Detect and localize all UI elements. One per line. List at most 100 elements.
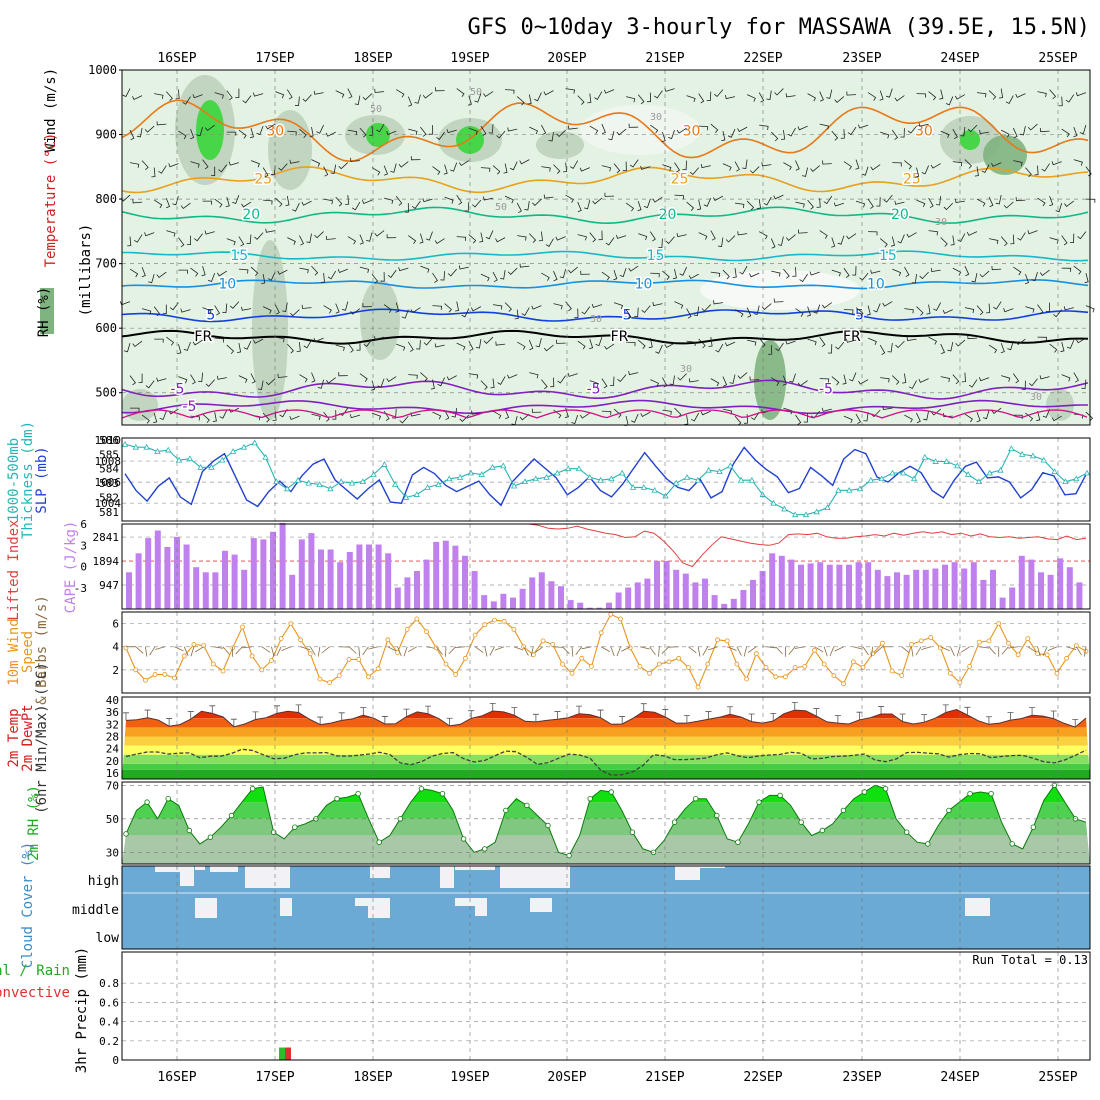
wind-barb [759, 231, 768, 240]
wind-barb [577, 95, 585, 105]
cloud-high [180, 866, 194, 886]
wind-barb [734, 161, 740, 172]
wind-barb [287, 343, 294, 354]
wind-speed-marker [239, 624, 245, 630]
rh-marker [819, 827, 825, 834]
cape-bar [337, 562, 344, 609]
wind-barb [915, 646, 922, 656]
rh-shade [360, 280, 400, 360]
wind-barb [601, 410, 612, 416]
panel-frame [121, 611, 1091, 694]
rh-label: 30 [1030, 392, 1042, 403]
thickness-marker [867, 476, 874, 483]
minmax-bar [511, 707, 518, 716]
wind-barb [287, 130, 297, 136]
panel-frame [121, 523, 1091, 610]
wind-speed-marker [365, 674, 371, 680]
thickness-marker [619, 469, 626, 476]
minmax-bar [360, 707, 367, 716]
wind-barb [710, 378, 720, 387]
wind-barb [1051, 415, 1062, 422]
wind-barb [721, 131, 726, 142]
cloud-high [675, 866, 700, 880]
wind-barb [1036, 410, 1041, 422]
wind-barb [432, 305, 442, 310]
wind-barb [471, 410, 481, 415]
wind-speed-marker [336, 673, 342, 678]
ytick-wind: 6 [112, 618, 119, 631]
minmax-bar [295, 704, 302, 713]
wind-speed-marker [686, 665, 691, 670]
isotherm-label: 10 [867, 276, 885, 292]
wind-barb [613, 408, 622, 418]
wind-barb [435, 87, 445, 92]
wind-barb [853, 646, 864, 650]
wind-barb [216, 270, 228, 277]
wind-barb [541, 166, 551, 172]
wind-barb [464, 202, 470, 212]
wind-barb [742, 159, 748, 169]
temp-band [122, 763, 1090, 770]
wind-barb [166, 230, 176, 237]
wind-barb [1037, 304, 1044, 315]
wind-barb [228, 161, 240, 166]
wind-barb [943, 413, 953, 418]
wind-barb [335, 90, 345, 98]
side-label-thickness-a: 1000-500mb [6, 438, 22, 522]
side-label-precip: 3hr Precip (mm) [74, 947, 90, 1073]
wind-barb [617, 374, 627, 383]
wind-barb [262, 306, 272, 314]
wind-speed-marker [705, 661, 711, 667]
wind-barb [1003, 201, 1014, 209]
wind-barb [781, 130, 786, 140]
wind-barb [256, 125, 264, 136]
wind-barb [613, 302, 624, 310]
wind-barb [316, 124, 324, 134]
wind-barb [991, 407, 1002, 414]
wind-barb [467, 95, 472, 106]
ytick-temp: 16 [106, 767, 119, 780]
wind-barb [1025, 167, 1032, 178]
cape-bar [462, 555, 468, 609]
wind-barb [610, 646, 615, 657]
wind-speed-marker [598, 630, 604, 636]
thickness-marker [694, 476, 702, 483]
wind-barb [761, 303, 772, 310]
wind-barb [871, 646, 874, 657]
thickness-marker [575, 465, 583, 472]
rh-marker [397, 816, 403, 822]
minmax-bar [123, 712, 129, 721]
wind-barb [541, 272, 550, 281]
wind-barb [504, 195, 514, 204]
wind-barb [650, 272, 660, 278]
wind-barb [967, 124, 978, 133]
wind-barb [292, 202, 300, 212]
thickness-marker [208, 463, 215, 470]
ytick-thickness: 583 [99, 477, 119, 490]
wind-barb [543, 344, 554, 352]
wind-barb [688, 646, 697, 654]
wind-barb [470, 306, 482, 312]
day-label-top: 16SEP [157, 51, 196, 66]
wind-barb [186, 235, 191, 245]
wind-barb [930, 267, 941, 272]
rh-marker [144, 799, 150, 805]
rh-shade [700, 270, 860, 310]
minmax-bar [770, 713, 777, 721]
thickness-marker [629, 484, 637, 490]
wind-barb [1012, 127, 1018, 139]
rh-label: 50 [495, 202, 507, 213]
wind-barb [654, 90, 663, 99]
ytick-thickness: 582 [99, 491, 119, 504]
wind-speed-marker [356, 657, 362, 662]
wind-barb [950, 235, 955, 246]
wind-barb [144, 232, 155, 237]
wind-speed-marker [734, 661, 740, 667]
wind-barb [604, 343, 615, 350]
wind-barb [956, 646, 961, 657]
cloud-high [370, 866, 390, 878]
thickness-marker [878, 475, 885, 482]
wind-barb [129, 162, 140, 168]
ytick-temp: 20 [106, 755, 119, 768]
wind-barb [952, 128, 958, 140]
